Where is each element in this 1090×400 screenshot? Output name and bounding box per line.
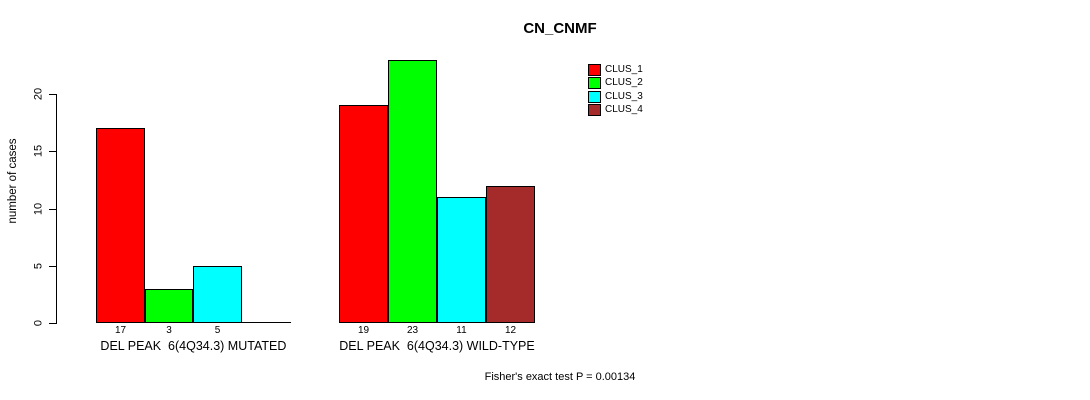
legend-item: CLUS_4 <box>588 104 643 116</box>
legend-label: CLUS_3 <box>605 91 643 102</box>
bar-value-label: 3 <box>166 325 172 336</box>
bar-clus_1-group2 <box>339 105 388 323</box>
y-axis-tick <box>49 323 56 324</box>
legend-item: CLUS_2 <box>588 77 643 89</box>
bar-clus_2-group2 <box>388 60 437 323</box>
y-axis-tick <box>49 151 56 152</box>
bar-value-label: 11 <box>456 325 467 336</box>
legend-label: CLUS_2 <box>605 77 643 88</box>
bar-value-label: 17 <box>114 325 127 336</box>
y-tick-label: 0 <box>32 319 45 327</box>
y-axis-title: number of cases <box>7 138 19 224</box>
legend-swatch-clus_3 <box>588 91 601 103</box>
legend-label: CLUS_1 <box>605 64 643 75</box>
bar-clus_3-group2 <box>437 197 486 323</box>
legend-swatch-clus_1 <box>588 64 601 76</box>
chart-title: CN_CNMF <box>523 20 597 37</box>
legend-item: CLUS_3 <box>588 91 643 103</box>
y-axis-tick <box>49 94 56 95</box>
bar-value-label: 19 <box>357 325 370 336</box>
bar-clus_2-group1 <box>145 289 193 323</box>
legend-swatch-clus_4 <box>588 104 601 116</box>
bar-value-label: 12 <box>504 325 517 336</box>
bar-clus_3-group1 <box>193 266 242 323</box>
bar-value-label: 23 <box>406 325 419 336</box>
bar-clus_1-group1 <box>96 128 145 323</box>
x-category-label: DEL PEAK 6(4Q34.3) MUTATED <box>100 339 287 353</box>
x-category-label: DEL PEAK 6(4Q34.3) WILD-TYPE <box>339 339 535 353</box>
fisher-test-note: Fisher's exact test P = 0.00134 <box>484 371 636 383</box>
y-tick-label: 20 <box>32 87 45 101</box>
y-tick-label: 15 <box>32 144 45 158</box>
y-axis-tick <box>49 266 56 267</box>
legend-item: CLUS_1 <box>588 64 643 76</box>
bar-value-label: 5 <box>214 325 221 336</box>
legend-label: CLUS_4 <box>605 104 643 115</box>
legend-swatch-clus_2 <box>588 77 601 89</box>
zero-height-bar <box>242 322 291 323</box>
y-tick-label: 10 <box>32 202 45 216</box>
bar-clus_4-group2 <box>486 186 535 323</box>
y-axis-line <box>56 94 57 324</box>
y-tick-label: 5 <box>32 262 45 270</box>
y-axis-tick <box>49 209 56 210</box>
